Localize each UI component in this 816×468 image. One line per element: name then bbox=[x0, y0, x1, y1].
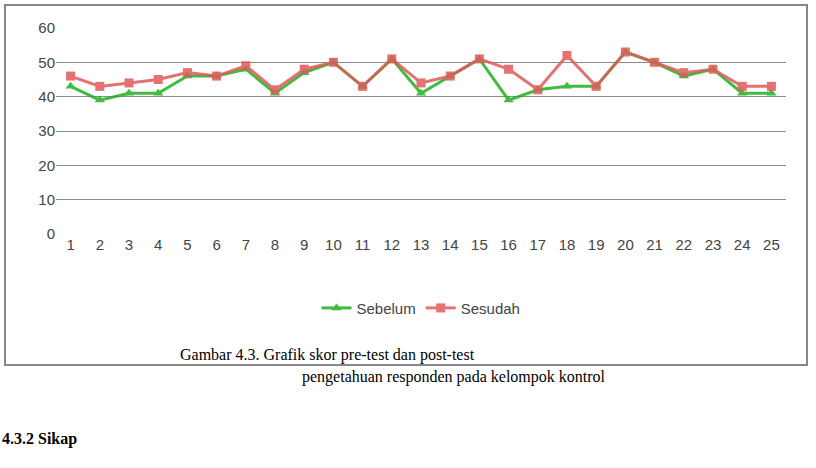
svg-text:23: 23 bbox=[705, 236, 722, 253]
svg-text:7: 7 bbox=[242, 236, 250, 253]
svg-text:20: 20 bbox=[617, 236, 634, 253]
svg-text:0: 0 bbox=[47, 225, 55, 242]
svg-text:16: 16 bbox=[500, 236, 517, 253]
svg-text:17: 17 bbox=[529, 236, 546, 253]
svg-text:22: 22 bbox=[675, 236, 692, 253]
svg-text:12: 12 bbox=[383, 236, 400, 253]
svg-text:Sebelum: Sebelum bbox=[357, 300, 416, 317]
svg-text:Sesudah: Sesudah bbox=[461, 300, 520, 317]
svg-text:3: 3 bbox=[125, 236, 133, 253]
svg-text:6: 6 bbox=[212, 236, 220, 253]
html-text:pengetahuan responden pada kel: pengetahuan responden pada kelompok kont… bbox=[302, 368, 605, 385]
svg-text:11: 11 bbox=[355, 236, 371, 253]
svg-text:40: 40 bbox=[38, 88, 55, 105]
svg-text:1: 1 bbox=[66, 236, 74, 253]
svg-text:60: 60 bbox=[38, 19, 55, 36]
svg-text:13: 13 bbox=[413, 236, 430, 253]
svg-text:18: 18 bbox=[559, 236, 576, 253]
svg-text:25: 25 bbox=[763, 236, 780, 253]
html-text:Gambar 4.3. Grafik skor pre-te: Gambar 4.3. Grafik skor pre-test dan pos… bbox=[180, 346, 475, 363]
svg-text:21: 21 bbox=[646, 236, 663, 253]
svg-text:5: 5 bbox=[183, 236, 191, 253]
svg-text:50: 50 bbox=[38, 54, 55, 71]
svg-text:14: 14 bbox=[442, 236, 459, 253]
html-text:4.3.2 Sikap: 4.3.2 Sikap bbox=[2, 430, 78, 447]
svg-text:2: 2 bbox=[96, 236, 104, 253]
svg-text:15: 15 bbox=[471, 236, 488, 253]
svg-text:10: 10 bbox=[325, 236, 342, 253]
svg-text:4: 4 bbox=[154, 236, 162, 253]
svg-text:24: 24 bbox=[734, 236, 751, 253]
svg-text:19: 19 bbox=[588, 236, 605, 253]
svg-text:9: 9 bbox=[300, 236, 308, 253]
svg-text:20: 20 bbox=[38, 157, 55, 174]
svg-text:30: 30 bbox=[38, 122, 55, 139]
svg-text:10: 10 bbox=[38, 191, 55, 208]
svg-text:8: 8 bbox=[271, 236, 279, 253]
